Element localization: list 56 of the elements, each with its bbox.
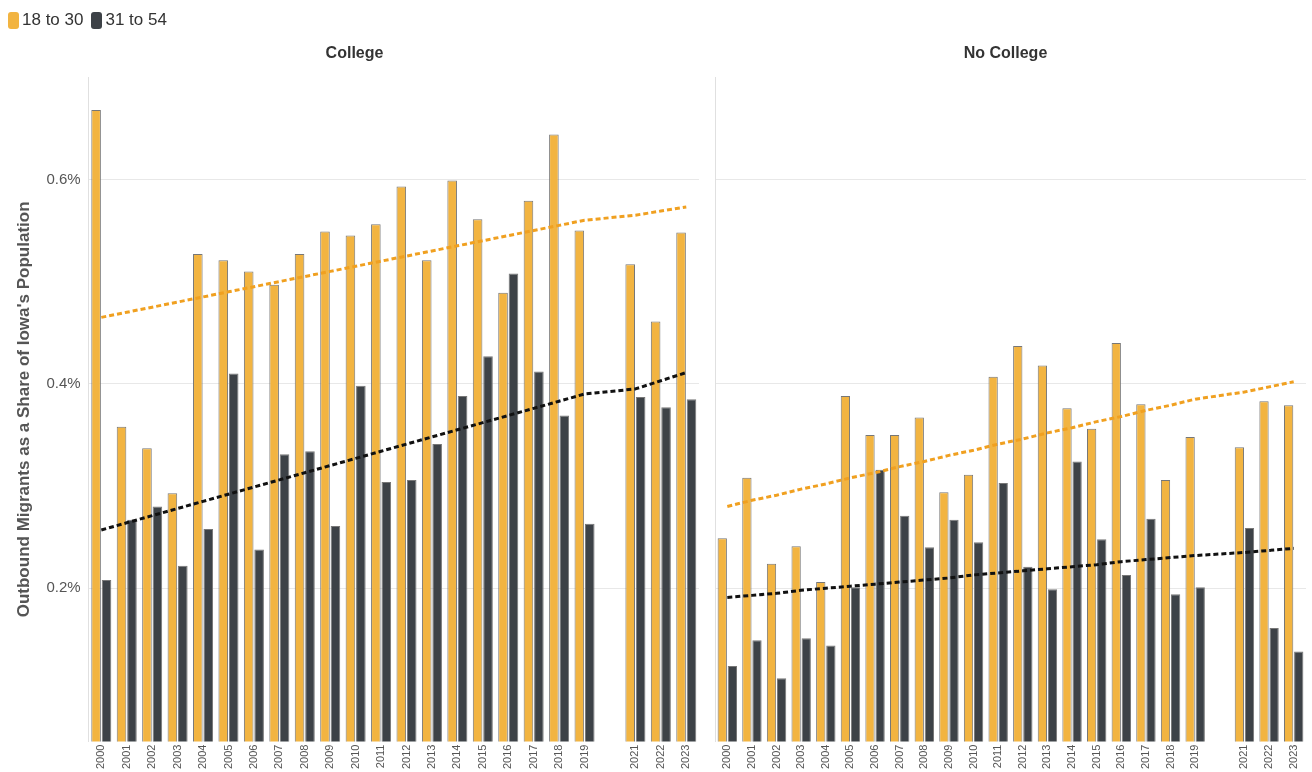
x-tick-label: 2018 [1163,744,1176,770]
x-tick-label: 2014 [450,744,463,770]
chart-title: College [325,44,384,62]
x-tick-label: 2001 [744,744,757,770]
x-tick-label: 2018 [552,744,565,770]
x-tick-label: 2016 [1114,744,1127,770]
x-tick-label: 2004 [818,744,831,770]
x-tick-label: 2011 [991,744,1004,769]
x-tick-label: 2009 [941,744,954,770]
x-tick-label: 2022 [653,744,666,770]
chart-title: No College [963,44,1048,62]
x-tick-label: 2017 [526,744,539,770]
x-tick-label: 2016 [501,744,514,770]
y-tick-label: 0.6% [46,169,81,187]
x-tick-label: 2007 [272,744,285,770]
x-tick-label: 2000 [94,744,107,770]
x-tick-label: 2021 [628,744,641,770]
x-tick-label: 2014 [1065,744,1078,770]
x-tick-label: 2013 [424,744,437,770]
x-tick-label: 2003 [794,744,807,770]
x-tick-label: 2010 [348,744,361,770]
legend-label: 31 to 54 [105,10,167,30]
x-tick-label: 2002 [145,744,158,770]
x-tick-label: 2021 [1237,744,1250,770]
x-tick-label: 2001 [119,744,132,770]
legend-label: 18 to 30 [22,10,84,30]
x-tick-label: 2008 [917,744,930,770]
x-tick-label: 2013 [1040,744,1053,770]
y-axis-title: Outbound Migrants as a Share of Iowa's Population [13,201,33,618]
y-tick-label: 0.2% [46,578,81,596]
x-tick-label: 2009 [323,744,336,770]
x-tick-label: 2019 [577,744,590,770]
x-tick-label: 2011 [374,744,387,769]
x-tick-label: 2007 [892,744,905,770]
line-series [99,371,688,532]
x-tick-label: 2003 [170,744,183,770]
y-tick-label: 0.4% [46,373,81,391]
x-tick-label: 2023 [679,744,692,770]
line-series [99,205,688,319]
x-tick-label: 2000 [720,744,733,770]
x-tick-label: 2002 [769,744,782,770]
x-tick-label: 2005 [221,744,234,770]
x-tick-label: 2019 [1188,744,1201,770]
x-tick-label: 2004 [196,744,209,770]
x-tick-label: 2006 [868,744,881,770]
x-tick-label: 2012 [1015,744,1028,770]
x-tick-label: 2023 [1286,744,1299,770]
x-tick-label: 2008 [297,744,310,770]
x-tick-label: 2015 [1089,744,1102,770]
x-tick-label: 2010 [966,744,979,770]
x-tick-label: 2017 [1138,744,1151,770]
x-tick-label: 2006 [246,744,259,770]
x-tick-label: 2015 [475,744,488,770]
x-tick-label: 2012 [399,744,412,770]
x-tick-label: 2022 [1262,744,1275,770]
x-tick-label: 2005 [843,744,856,770]
